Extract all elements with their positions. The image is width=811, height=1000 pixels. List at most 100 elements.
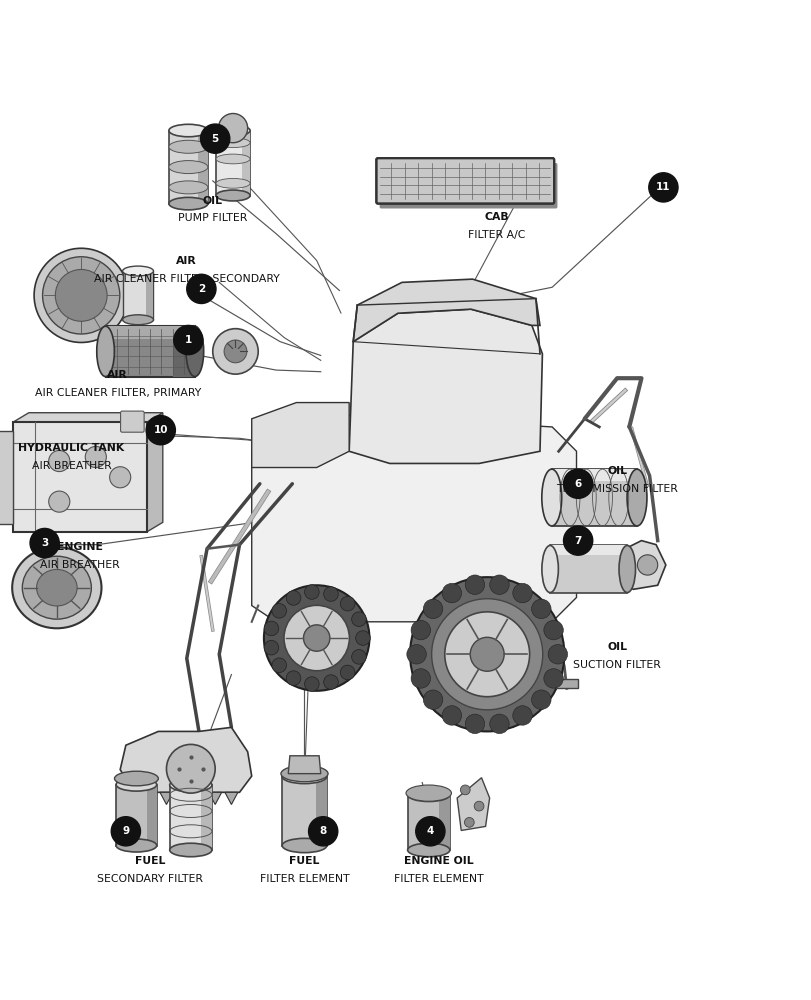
Circle shape [304, 677, 319, 691]
Circle shape [489, 575, 508, 594]
Circle shape [200, 124, 230, 153]
Circle shape [531, 690, 551, 709]
Text: ENGINE: ENGINE [57, 542, 102, 552]
Circle shape [303, 625, 329, 651]
Text: SECONDARY FILTER: SECONDARY FILTER [97, 874, 203, 884]
Circle shape [423, 599, 442, 619]
Circle shape [324, 587, 338, 601]
Circle shape [340, 665, 354, 680]
Circle shape [470, 637, 504, 671]
Ellipse shape [541, 545, 558, 593]
Ellipse shape [169, 161, 208, 174]
Ellipse shape [122, 315, 153, 325]
Circle shape [42, 257, 120, 334]
FancyBboxPatch shape [375, 158, 553, 204]
Circle shape [30, 528, 59, 558]
Polygon shape [146, 413, 162, 532]
Circle shape [264, 585, 369, 691]
Circle shape [465, 575, 484, 594]
Text: 9: 9 [122, 826, 129, 836]
Polygon shape [216, 131, 250, 196]
Circle shape [166, 744, 215, 793]
Ellipse shape [116, 839, 157, 852]
Polygon shape [281, 776, 326, 846]
Text: SUCTION FILTER: SUCTION FILTER [573, 660, 660, 670]
Polygon shape [242, 131, 250, 196]
Text: OIL: OIL [203, 196, 222, 206]
Circle shape [351, 650, 366, 664]
Polygon shape [184, 792, 197, 804]
Circle shape [563, 526, 592, 555]
Ellipse shape [637, 555, 657, 575]
Ellipse shape [36, 569, 77, 606]
Ellipse shape [116, 778, 157, 791]
Polygon shape [0, 431, 12, 524]
Circle shape [85, 446, 106, 468]
Circle shape [465, 714, 484, 734]
Circle shape [49, 450, 70, 472]
Text: TRANSMISSION FILTER: TRANSMISSION FILTER [556, 484, 677, 494]
Circle shape [423, 690, 442, 709]
Polygon shape [407, 795, 449, 850]
Ellipse shape [122, 266, 153, 276]
Polygon shape [551, 469, 636, 481]
Polygon shape [551, 469, 636, 526]
Text: AIR: AIR [176, 256, 197, 266]
Circle shape [285, 671, 300, 685]
Circle shape [410, 577, 564, 731]
Ellipse shape [186, 326, 204, 377]
Circle shape [563, 469, 592, 498]
FancyBboxPatch shape [12, 422, 146, 532]
Polygon shape [12, 413, 162, 422]
Polygon shape [198, 131, 208, 204]
Text: OIL: OIL [607, 642, 626, 652]
Circle shape [264, 621, 278, 636]
Ellipse shape [541, 469, 561, 526]
Circle shape [415, 817, 444, 846]
Circle shape [512, 583, 532, 603]
Circle shape [272, 604, 286, 618]
Polygon shape [135, 792, 148, 804]
Text: 10: 10 [153, 425, 168, 435]
Ellipse shape [97, 326, 114, 377]
Ellipse shape [216, 138, 250, 148]
Ellipse shape [169, 124, 208, 137]
Text: 5: 5 [212, 134, 218, 144]
Ellipse shape [23, 556, 91, 619]
Ellipse shape [12, 547, 101, 628]
Ellipse shape [216, 154, 250, 164]
Circle shape [474, 801, 483, 811]
Text: FILTER A/C: FILTER A/C [468, 230, 525, 240]
Ellipse shape [281, 769, 326, 784]
Circle shape [512, 706, 532, 725]
Circle shape [648, 173, 677, 202]
Ellipse shape [626, 469, 646, 526]
Circle shape [286, 591, 300, 605]
Circle shape [146, 416, 175, 445]
Ellipse shape [216, 178, 250, 188]
Ellipse shape [407, 788, 449, 802]
Circle shape [34, 248, 128, 342]
Polygon shape [439, 795, 449, 850]
Circle shape [308, 817, 337, 846]
Text: 6: 6 [574, 479, 581, 489]
Circle shape [187, 274, 216, 303]
Text: AIR BREATHER: AIR BREATHER [40, 560, 119, 570]
Polygon shape [160, 792, 173, 804]
Polygon shape [120, 727, 251, 792]
Text: AIR BREATHER: AIR BREATHER [32, 461, 111, 471]
Polygon shape [105, 326, 195, 377]
Polygon shape [146, 785, 157, 846]
Circle shape [355, 631, 370, 645]
Circle shape [218, 113, 247, 143]
Ellipse shape [169, 843, 212, 857]
Circle shape [55, 269, 107, 321]
Polygon shape [349, 309, 542, 463]
Circle shape [174, 325, 203, 355]
Polygon shape [556, 679, 577, 688]
Text: AIR: AIR [107, 370, 128, 380]
Text: FUEL: FUEL [135, 856, 165, 866]
Circle shape [489, 714, 508, 734]
FancyBboxPatch shape [379, 163, 556, 208]
Ellipse shape [406, 785, 451, 801]
